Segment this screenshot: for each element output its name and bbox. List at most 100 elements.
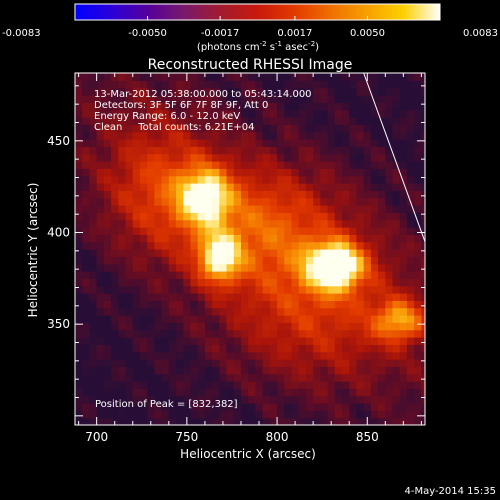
heatmap-cell xyxy=(168,80,177,89)
heatmap-cell xyxy=(269,249,278,257)
heatmap-cell xyxy=(233,87,242,96)
heatmap-cell xyxy=(248,183,257,191)
heatmap-cell xyxy=(118,417,127,425)
heatmap-cell xyxy=(399,190,408,199)
heatmap-cell xyxy=(414,124,422,133)
heatmap-cell xyxy=(414,263,422,272)
heatmap-cell xyxy=(291,219,300,228)
heatmap-cell xyxy=(219,388,228,397)
heatmap-cell xyxy=(356,175,365,184)
heatmap-cell xyxy=(204,146,213,155)
heatmap-cell xyxy=(370,124,379,133)
heatmap-cell xyxy=(334,381,343,389)
heatmap-cell xyxy=(356,256,365,265)
heatmap-cell xyxy=(370,351,379,360)
heatmap-cell xyxy=(305,329,314,338)
heatmap-cell xyxy=(118,80,127,89)
heatmap-cell xyxy=(334,80,343,89)
heatmap-cell xyxy=(147,153,155,162)
heatmap-cell xyxy=(103,381,112,389)
heatmap-cell xyxy=(161,241,170,250)
heatmap-cell xyxy=(378,381,386,389)
heatmap-cell xyxy=(183,175,192,184)
heatmap-cell xyxy=(284,87,293,96)
heatmap-cell xyxy=(298,168,307,177)
heatmap-cell xyxy=(406,87,415,96)
heatmap-cell xyxy=(363,168,372,177)
heatmap-cell xyxy=(327,388,336,397)
heatmap-cell xyxy=(103,337,112,345)
heatmap-cell xyxy=(103,102,112,111)
heatmap-cell xyxy=(132,146,141,155)
heatmap-cell xyxy=(125,359,134,367)
heatmap-cell xyxy=(233,153,242,162)
heatmap-cell xyxy=(277,161,285,169)
heatmap-cell xyxy=(320,256,329,265)
heatmap-cell xyxy=(75,285,83,294)
heatmap-cell xyxy=(219,381,228,389)
heatmap-cell xyxy=(190,153,199,162)
heatmap-cell xyxy=(378,256,386,265)
heatmap-cell xyxy=(320,102,329,111)
heatmap-cell xyxy=(327,87,336,96)
heatmap-cell xyxy=(255,395,264,404)
heatmap-cell xyxy=(233,95,242,103)
heatmap-cell xyxy=(82,315,91,323)
heatmap-cell xyxy=(349,307,358,316)
heatmap-cell xyxy=(305,205,314,213)
heatmap-cell xyxy=(233,73,242,81)
heatmap-cell xyxy=(111,102,119,111)
heatmap-cell xyxy=(342,234,350,243)
heatmap-cell xyxy=(363,190,372,199)
heatmap-cell xyxy=(82,241,91,250)
heatmap-cell xyxy=(349,205,358,213)
heatmap-cell xyxy=(204,417,213,425)
heatmap-cell xyxy=(298,153,307,162)
heatmap-cell xyxy=(349,139,358,147)
heatmap-cell xyxy=(277,293,285,301)
heatmap-cell xyxy=(342,212,350,221)
heatmap-cell xyxy=(262,366,271,375)
heatmap-cell xyxy=(421,175,425,184)
heatmap-cell xyxy=(161,293,170,301)
heatmap-cell xyxy=(406,168,415,177)
heatmap-cell xyxy=(125,117,134,125)
heatmap-cell xyxy=(75,227,83,235)
heatmap-cell xyxy=(118,102,127,111)
heatmap-cell xyxy=(176,249,184,257)
heatmap-cell xyxy=(356,263,365,272)
heatmap-cell xyxy=(212,95,220,103)
heatmap-cell xyxy=(320,197,329,206)
heatmap-cell xyxy=(147,227,155,235)
heatmap-cell xyxy=(291,95,300,103)
heatmap-cell xyxy=(284,227,293,235)
heatmap-cell xyxy=(103,190,112,199)
heatmap-cell xyxy=(291,197,300,206)
heatmap-cell xyxy=(118,190,127,199)
heatmap-cell xyxy=(125,381,134,389)
heatmap-cell xyxy=(154,417,163,425)
heatmap-cell xyxy=(197,315,206,323)
heatmap-cell xyxy=(111,80,119,89)
heatmap-cell xyxy=(226,146,235,155)
heatmap-cell xyxy=(262,410,271,419)
heatmap-cell xyxy=(118,175,127,184)
heatmap-cell xyxy=(421,73,425,81)
heatmap-cell xyxy=(298,183,307,191)
heatmap-cell xyxy=(248,359,257,367)
heatmap-cell xyxy=(118,403,127,411)
heatmap-cell xyxy=(82,417,91,425)
heatmap-cell xyxy=(147,212,155,221)
heatmap-cell xyxy=(176,337,184,345)
heatmap-cell xyxy=(421,278,425,287)
heatmap-cell xyxy=(342,263,350,272)
heatmap-cell xyxy=(89,175,98,184)
heatmap-cell xyxy=(89,410,98,419)
heatmap-cell xyxy=(248,205,257,213)
heatmap-cell xyxy=(305,351,314,360)
heatmap-cell xyxy=(233,168,242,177)
heatmap-cell xyxy=(89,285,98,294)
heatmap-cell xyxy=(248,285,257,294)
heatmap-cell xyxy=(240,234,249,243)
heatmap-cell xyxy=(414,285,422,294)
